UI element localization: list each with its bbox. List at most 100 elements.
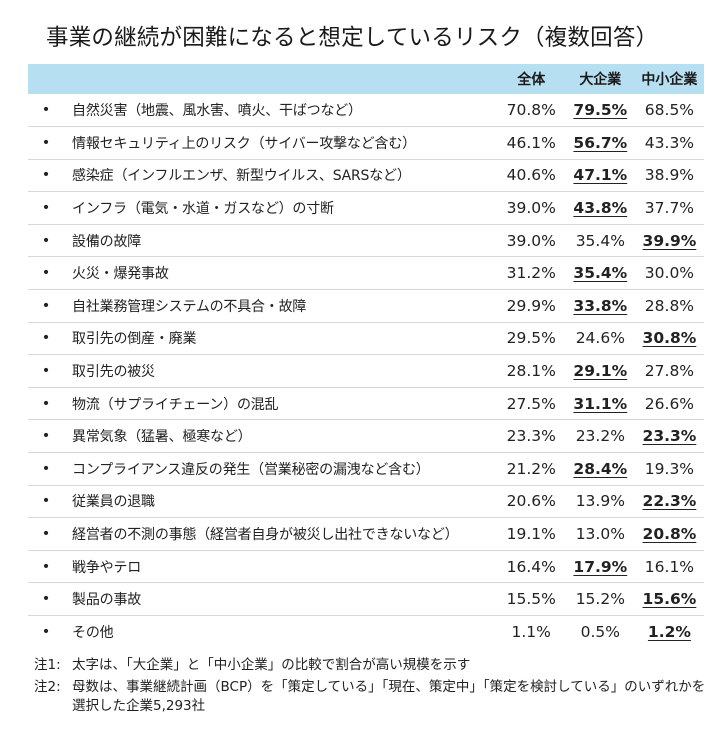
value-sme: 39.9% xyxy=(642,231,697,250)
value-sme: 28.8% xyxy=(644,296,695,315)
risk-table: 全体 大企業 中小企業 • 自然災害（地震、風水害、噴火、干ばつなど） 70.8% 7… xyxy=(28,64,704,648)
value-large: 23.2% xyxy=(575,427,625,446)
value-all: 19.1% xyxy=(506,525,556,544)
table-row: • 物流（サプライチェーン）の混乱 27.5% 31.1% 26.6% xyxy=(28,387,704,420)
value-all: 28.1% xyxy=(506,362,556,381)
bullet-icon: • xyxy=(41,493,51,510)
risk-label: 経営者の不測の事態（経営者自身が被災し出社できないなど） xyxy=(72,527,459,544)
risk-label: 設備の故障 xyxy=(72,233,142,250)
bullet-icon: • xyxy=(41,526,51,543)
bullet-icon: • xyxy=(41,591,51,608)
notes: 注1: 太字は、「大企業」と「中小企業」の比較で割合が高い規模を示す 注2: 母… xyxy=(34,656,706,719)
risk-label: 取引先の被災 xyxy=(72,364,155,381)
value-sme: 26.6% xyxy=(644,394,695,413)
table-row: • 製品の事故 15.5% 15.2% 15.6% xyxy=(28,583,704,616)
header-row: 全体 大企業 中小企業 xyxy=(28,64,704,94)
table-row: • 戦争やテロ 16.4% 17.9% 16.1% xyxy=(28,550,704,583)
risk-label: 火災・爆発事故 xyxy=(72,266,169,283)
risk-label: 従業員の退職 xyxy=(72,494,155,511)
value-large: 17.9% xyxy=(573,557,628,576)
value-sme: 30.8% xyxy=(642,329,697,348)
value-large: 29.1% xyxy=(573,362,628,381)
value-sme: 30.0% xyxy=(644,264,695,283)
table-row: • 経営者の不測の事態（経営者自身が被災し出社できないなど） 19.1% 13.0% 2… xyxy=(28,518,704,551)
value-all: 46.1% xyxy=(506,133,556,152)
bullet-icon: • xyxy=(41,265,51,282)
risk-label: 戦争やテロ xyxy=(72,559,142,576)
table-row: • 自然災害（地震、風水害、噴火、干ばつなど） 70.8% 79.5% 68.5% xyxy=(28,94,704,127)
note-1: 注1: 太字は、「大企業」と「中小企業」の比較で割合が高い規模を示す xyxy=(34,656,706,675)
bullet-icon: • xyxy=(41,232,51,249)
risk-label: インフラ（電気・水道・ガスなど）の寸断 xyxy=(72,201,334,218)
bullet-icon: • xyxy=(41,558,51,575)
value-large: 24.6% xyxy=(575,329,625,348)
table-header: 全体 大企業 中小企業 xyxy=(28,64,704,94)
value-all: 39.0% xyxy=(506,231,556,250)
value-all: 21.2% xyxy=(506,459,556,478)
table-row: • 取引先の被災 28.1% 29.1% 27.8% xyxy=(28,355,704,388)
value-sme: 20.8% xyxy=(642,525,697,544)
table-row: • 火災・爆発事故 31.2% 35.4% 30.0% xyxy=(28,257,704,290)
bullet-icon: • xyxy=(41,395,51,412)
header-sme: 中小企業 xyxy=(641,72,698,88)
value-sme: 38.9% xyxy=(644,166,695,185)
value-all: 40.6% xyxy=(506,166,556,185)
value-large: 13.9% xyxy=(575,492,625,511)
table-body: • 自然災害（地震、風水害、噴火、干ばつなど） 70.8% 79.5% 68.5% • 情報… xyxy=(28,94,704,648)
value-all: 31.2% xyxy=(506,264,556,283)
value-large: 13.0% xyxy=(575,525,625,544)
value-sme: 22.3% xyxy=(642,492,697,511)
value-sme: 19.3% xyxy=(644,459,695,478)
value-large: 0.5% xyxy=(580,623,620,642)
bullet-icon: • xyxy=(41,167,51,184)
header-item xyxy=(64,64,497,94)
risk-label: コンプライアンス違反の発生（営業秘密の漏洩など含む） xyxy=(72,461,430,478)
header-all: 全体 xyxy=(517,72,546,88)
risk-label: 製品の事故 xyxy=(72,592,142,609)
table-row: • 異常気象（猛暑、極寒など） 23.3% 23.2% 23.3% xyxy=(28,420,704,453)
bullet-icon: • xyxy=(41,428,51,445)
page-title: 事業の継続が困難になると想定しているリスク（複数回答） xyxy=(46,25,659,51)
table-row: • インフラ（電気・水道・ガスなど）の寸断 39.0% 43.8% 37.7% xyxy=(28,192,704,225)
value-sme: 68.5% xyxy=(644,101,695,120)
bullet-icon: • xyxy=(41,624,51,641)
value-all: 29.9% xyxy=(506,296,556,315)
value-sme: 23.3% xyxy=(642,427,697,446)
value-all: 70.8% xyxy=(506,101,556,120)
note-2-text: 母数は、事業継続計画（BCP）を「策定している」「現在、策定中」「策定を検討して… xyxy=(72,679,706,714)
value-large: 56.7% xyxy=(573,133,628,152)
table-row: • 自社業務管理システムの不具合・故障 29.9% 33.8% 28.8% xyxy=(28,290,704,323)
value-large: 28.4% xyxy=(573,459,628,478)
note-2: 注2: 母数は、事業継続計画（BCP）を「策定している」「現在、策定中」「策定を… xyxy=(34,678,706,716)
header-large: 大企業 xyxy=(579,72,622,88)
table-row: • コンプライアンス違反の発生（営業秘密の漏洩など含む） 21.2% 28.4% 19.… xyxy=(28,453,704,486)
risk-label: 異常気象（猛暑、極寒など） xyxy=(72,429,252,446)
table-row: • 感染症（インフルエンザ、新型ウイルス、SARSなど） 40.6% 47.1% 38.… xyxy=(28,159,704,192)
table-row: • 従業員の退職 20.6% 13.9% 22.3% xyxy=(28,485,704,518)
bullet-icon: • xyxy=(41,134,51,151)
risk-label: 取引先の倒産・廃業 xyxy=(72,331,197,348)
value-large: 35.4% xyxy=(575,231,625,250)
table-row: • 設備の故障 39.0% 35.4% 39.9% xyxy=(28,224,704,257)
bullet-icon: • xyxy=(41,102,51,119)
value-large: 47.1% xyxy=(573,166,628,185)
bullet-icon: • xyxy=(41,460,51,477)
value-all: 39.0% xyxy=(506,199,556,218)
table-row: • その他 1.1% 0.5% 1.2% xyxy=(28,616,704,649)
value-large: 15.2% xyxy=(575,590,625,609)
risk-label: 物流（サプライチェーン）の混乱 xyxy=(72,396,279,413)
value-sme: 43.3% xyxy=(644,133,695,152)
note-1-text: 太字は、「大企業」と「中小企業」の比較で割合が高い規模を示す xyxy=(72,657,471,673)
value-sme: 27.8% xyxy=(644,362,695,381)
value-sme: 15.6% xyxy=(642,590,697,609)
table-row: • 取引先の倒産・廃業 29.5% 24.6% 30.8% xyxy=(28,322,704,355)
bullet-icon: • xyxy=(41,330,51,347)
risk-label: 自社業務管理システムの不具合・故障 xyxy=(72,298,307,315)
risk-label: 自然災害（地震、風水害、噴火、干ばつなど） xyxy=(72,103,362,120)
bullet-icon: • xyxy=(41,200,51,217)
value-large: 79.5% xyxy=(573,101,628,120)
value-large: 43.8% xyxy=(573,199,628,218)
header-bullet xyxy=(28,64,64,94)
value-large: 35.4% xyxy=(573,264,628,283)
risk-label: 情報セキュリティ上のリスク（サイバー攻撃など含む） xyxy=(72,135,416,152)
